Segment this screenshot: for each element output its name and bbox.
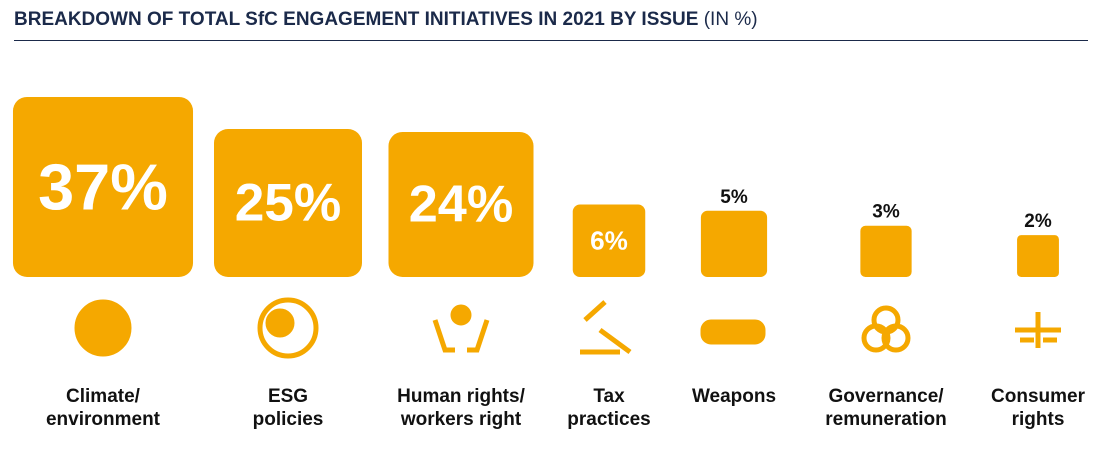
icon-globe — [74, 299, 132, 357]
square — [572, 204, 646, 277]
value-label: 25% — [235, 174, 342, 233]
value-label: 37% — [38, 150, 168, 223]
square — [860, 225, 912, 277]
title-rule — [14, 40, 1088, 41]
value-label: 3% — [872, 202, 900, 223]
category-label: Governance/ remuneration — [825, 386, 947, 430]
chart-subtitle: (IN %) — [703, 9, 758, 30]
category-label: Weapons — [691, 386, 777, 407]
chart-title-block: BREAKDOWN OF TOTAL SfC ENGAGEMENT INITIA… — [14, 9, 758, 31]
square — [1017, 235, 1059, 277]
value-label: 5% — [720, 187, 748, 208]
icon-scale — [1015, 312, 1061, 348]
square — [388, 131, 534, 277]
value-label: 2% — [1024, 211, 1052, 232]
category-label: Tax practices — [567, 386, 651, 430]
category-label: Consumer rights — [991, 386, 1085, 430]
icon-gavel — [580, 300, 632, 355]
icon-person — [450, 304, 472, 326]
icon-hands — [432, 319, 490, 353]
icon-tank — [700, 319, 766, 345]
icon-esg-dot — [265, 308, 295, 338]
icon-esg — [257, 297, 319, 359]
square — [12, 96, 194, 277]
value-label: 6% — [590, 226, 628, 256]
icon-gov — [861, 323, 891, 353]
square — [700, 210, 768, 277]
icons — [74, 297, 1061, 359]
category-label: Human rights/ workers right — [397, 386, 525, 430]
chart-title: BREAKDOWN OF TOTAL SfC ENGAGEMENT INITIA… — [14, 9, 699, 30]
category-label: Climate/ environment — [45, 386, 161, 430]
icon-gov — [881, 323, 911, 353]
value-label: 24% — [409, 175, 513, 233]
square — [214, 129, 362, 277]
category-label: ESG policies — [252, 386, 324, 430]
